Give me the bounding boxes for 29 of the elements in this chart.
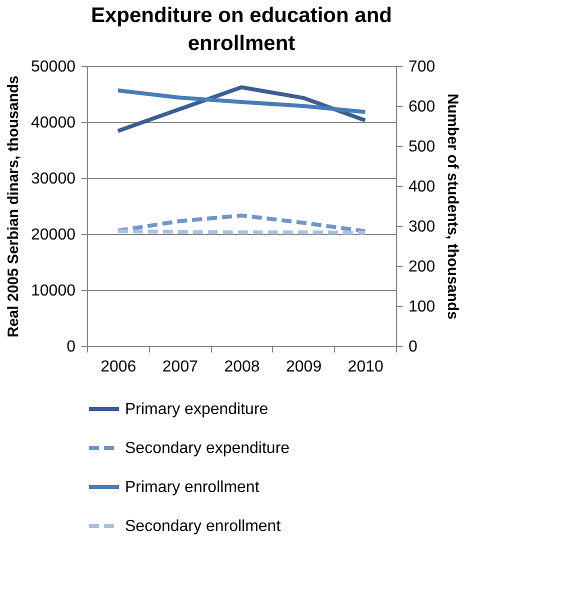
legend-label: Primary expenditure [125, 401, 268, 418]
y-tick-label: 20000 [31, 226, 76, 244]
y-tick-label: 50000 [31, 58, 76, 76]
y2-tick-label: 500 [408, 138, 436, 156]
y2-tick-label: 100 [408, 298, 436, 316]
y-tick-label: 0 [66, 338, 76, 356]
y2-tick-label: 400 [408, 178, 436, 196]
line-series [116, 214, 368, 234]
y-axis-title: Real 2005 Serbian dinars, thousands [5, 76, 22, 338]
y-tick-label: 10000 [31, 282, 76, 300]
y2-tick-label: 700 [408, 58, 436, 76]
y2-tick-label: 600 [408, 98, 436, 116]
x-tick-label: 2007 [162, 358, 198, 376]
y-tick-label: 30000 [31, 170, 76, 188]
x-tick-label: 2010 [348, 358, 384, 376]
y2-tick-label: 0 [408, 338, 418, 356]
legend-label: Primary enrollment [125, 479, 260, 496]
chart-title: Expenditure on education and enrollment [90, 4, 392, 55]
y2-tick-label: 300 [408, 218, 436, 236]
legend-label: Secondary expenditure [125, 440, 290, 457]
y-tick-label: 40000 [31, 114, 76, 132]
line-series [116, 88, 368, 114]
line-series [116, 85, 368, 133]
x-tick-label: 2006 [100, 358, 136, 376]
x-tick-label: 2009 [286, 358, 322, 376]
x-tick-label: 2008 [224, 358, 260, 376]
legend-label: Secondary enrollment [125, 518, 282, 535]
y2-axis-title: Number of students, thousands [444, 94, 462, 320]
y2-tick-label: 200 [408, 258, 436, 276]
